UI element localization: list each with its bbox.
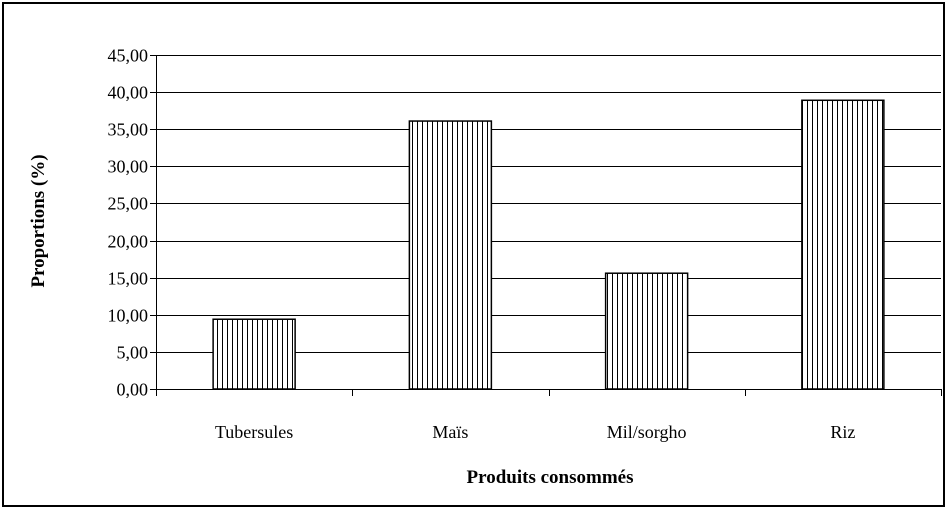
x-category-labels: Tubersules Maïs Mil/sorgho Riz [215,422,855,442]
axes [150,55,942,396]
y-tick-label: 40,00 [108,83,149,103]
y-tick-label: 35,00 [108,120,149,140]
y-tick-label: 15,00 [108,269,149,289]
x-category-label: Maïs [432,422,468,442]
y-tick-label: 25,00 [108,194,149,214]
y-tick-labels: 0,00 5,00 10,00 15,00 20,00 25,00 30,00 35,00 40… [108,46,149,400]
y-tick-label: 10,00 [108,306,149,326]
y-tick-label: 45,00 [108,46,149,66]
x-category-label: Mil/sorgho [607,422,687,442]
x-category-label: Tubersules [215,422,293,442]
bar [212,318,296,390]
y-tick-label: 0,00 [117,380,149,400]
y-axis-title: Proportions (%) [28,154,49,287]
bar [801,99,885,390]
y-tick-label: 20,00 [108,232,149,252]
y-tick-label: 30,00 [108,157,149,177]
bar [408,120,493,390]
y-tick-label: 5,00 [117,343,149,363]
x-axis-title: Produits consommés [467,467,634,488]
bar [604,272,689,390]
x-category-label: Riz [830,422,855,442]
bars [212,99,885,390]
